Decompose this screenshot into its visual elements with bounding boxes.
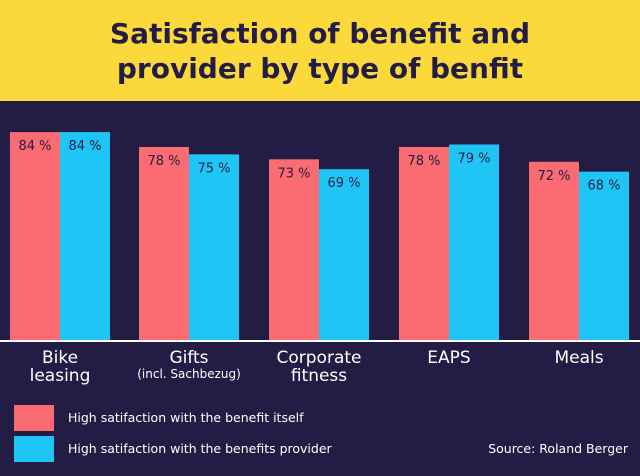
value-label-provider-eaps: 79 % <box>457 151 490 166</box>
category-label-main: Gifts <box>169 348 209 368</box>
category-label-main: Bike <box>41 348 79 368</box>
bar-benefit-eaps <box>399 146 449 340</box>
category-label-meals: Meals <box>514 349 640 367</box>
bar-benefit-bike-leasing <box>10 132 60 340</box>
category-label-line-2: leasing <box>29 366 91 386</box>
value-label-benefit-gifts: 78 % <box>147 154 180 169</box>
category-label-bike-leasing: Bike leasing <box>0 349 125 385</box>
bar-provider-corporate-fitness <box>319 169 369 340</box>
title-band <box>0 0 640 101</box>
chart-title-line-2: provider by type of benfit <box>116 52 524 85</box>
value-label-provider-bike-leasing: 84 % <box>68 139 101 154</box>
bar-provider-bike-leasing <box>60 132 110 340</box>
category-label-main: Corporate <box>276 348 362 368</box>
value-label-benefit-corporate-fitness: 73 % <box>277 166 310 181</box>
value-label-benefit-meals: 72 % <box>537 169 570 184</box>
value-label-provider-gifts: 75 % <box>197 161 230 176</box>
value-label-benefit-eaps: 78 % <box>407 154 440 169</box>
chart-title: Satisfaction of benefit and provider by … <box>0 16 640 86</box>
bar-provider-gifts <box>189 154 239 340</box>
bar-benefit-gifts <box>139 146 189 340</box>
bar-provider-meals <box>579 171 629 340</box>
category-label-main: Meals <box>554 348 604 368</box>
legend-swatch-provider <box>14 436 54 462</box>
bar-benefit-corporate-fitness <box>269 159 319 340</box>
legend-item-provider: High satifaction with the benefits provi… <box>14 436 434 462</box>
value-label-benefit-bike-leasing: 84 % <box>18 139 51 154</box>
bar-provider-eaps <box>449 144 499 340</box>
legend-label-benefit: High satifaction with the benefit itself <box>68 410 304 425</box>
chart-title-line-1: Satisfaction of benefit and <box>109 17 531 50</box>
legend-item-benefit: High satifaction with the benefit itself <box>14 405 434 431</box>
value-label-provider-corporate-fitness: 69 % <box>327 176 360 191</box>
legend-label-provider: High satifaction with the benefits provi… <box>68 441 332 456</box>
category-label-line-2: fitness <box>290 366 348 386</box>
bar-benefit-meals <box>529 161 579 340</box>
category-label-main: EAPS <box>427 348 471 368</box>
category-label-corporate-fitness: Corporate fitness <box>254 349 384 385</box>
legend-swatch-benefit <box>14 405 54 431</box>
source-note: Source: Roland Berger <box>488 441 628 456</box>
value-label-provider-meals: 68 % <box>587 179 620 194</box>
category-label-sub: (incl. Sachbezug) <box>137 367 241 381</box>
category-label-gifts: Gifts (incl. Sachbezug) <box>124 349 254 382</box>
category-label-eaps: EAPS <box>384 349 514 367</box>
